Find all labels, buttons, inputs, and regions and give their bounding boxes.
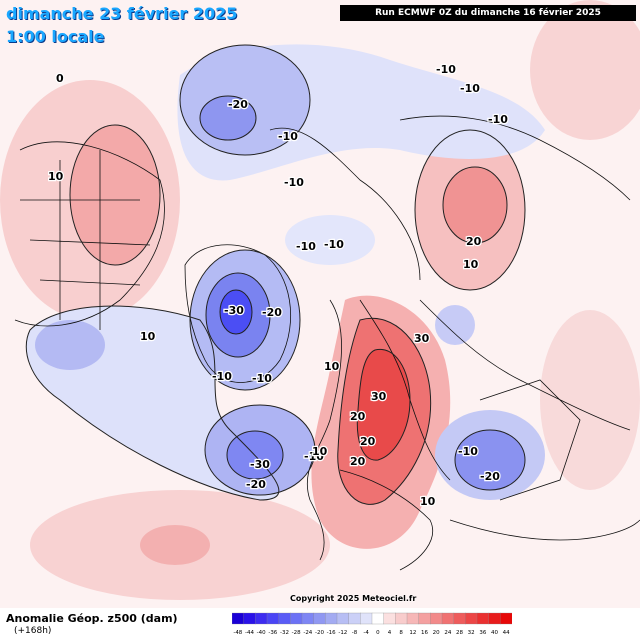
legend-tick-label: -36	[268, 630, 277, 636]
contour-label: -10	[436, 63, 456, 76]
contour-label: -10	[278, 130, 298, 143]
contour-label: -10	[284, 176, 304, 189]
contour-label: 20	[350, 455, 366, 468]
legend-swatch	[348, 612, 361, 625]
legend-tick-label: 16	[421, 630, 428, 636]
variable-label: Anomalie Géop. z500 (dam)	[6, 612, 178, 625]
color-scale-legend: -48 -44 -40 -36 -32 -28 -24 -20 -16 -12 -8 -4 0 4 8 12 1…	[232, 612, 512, 636]
contour-label: -10	[296, 240, 316, 253]
legend-tick-label: 0	[376, 630, 380, 636]
forecast-date-title: dimanche 23 février 2025	[6, 4, 238, 23]
legend-swatch	[255, 612, 268, 625]
contour-label: -10	[252, 372, 272, 385]
legend-tick-label: 8	[399, 630, 403, 636]
legend-swatch	[301, 612, 315, 625]
legend-swatch	[336, 612, 350, 625]
legend-tick-label: -28	[292, 630, 301, 636]
contour-label: 30	[414, 332, 430, 345]
legend-swatch	[313, 612, 326, 625]
contour-label: -30	[250, 458, 270, 471]
contour-label: -10	[304, 450, 324, 463]
contour-label: 10	[324, 360, 340, 373]
legend-swatch	[371, 612, 385, 625]
legend-tick-label: -32	[280, 630, 289, 636]
legend-swatch	[243, 612, 256, 625]
model-run-label: Run ECMWF 0Z du dimanche 16 février 2025	[340, 5, 636, 21]
legend-swatch	[406, 612, 420, 625]
legend-tick-label: -12	[338, 630, 347, 636]
legend-swatch	[383, 612, 396, 625]
contour-label: -10	[488, 113, 508, 126]
copyright-label: Copyright 2025 Meteociel.fr	[290, 594, 417, 603]
contour-label: 20	[360, 435, 376, 448]
contour-label: -20	[480, 470, 500, 483]
legend-swatch	[488, 612, 501, 625]
legend-swatch	[418, 612, 431, 625]
legend-swatch	[500, 612, 512, 625]
legend-tick-label: -20	[315, 630, 324, 636]
legend-tick-label: -8	[352, 630, 358, 636]
legend-tick-label: 20	[433, 630, 440, 636]
contour-label: -10	[212, 370, 232, 383]
contour-label: -10	[458, 445, 478, 458]
legend-tick-label: -48	[233, 630, 242, 636]
legend-swatch	[465, 612, 478, 625]
contour-label: 30	[371, 390, 387, 403]
legend-swatch	[360, 612, 373, 625]
legend-tick-label: 44	[503, 630, 510, 636]
legend-swatch	[278, 612, 291, 625]
contour-label: 20	[466, 235, 482, 248]
legend-swatch	[441, 612, 455, 625]
contour-label: 10	[48, 170, 64, 183]
contour-label: 10	[463, 258, 479, 271]
contour-label: 10	[140, 330, 156, 343]
legend-swatch	[430, 612, 443, 625]
legend-tick-label: -40	[257, 630, 266, 636]
legend-tick-label: -24	[303, 630, 312, 636]
legend-swatch	[476, 612, 490, 625]
legend-tick-label: 36	[479, 630, 486, 636]
anomaly-map: 0 -20 -10 -10 -10 -10 10 -10 -10 10 -10 …	[0, 0, 640, 608]
contour-label: -10	[324, 238, 344, 251]
legend-swatch	[395, 612, 408, 625]
lead-time-label: (+168h)	[14, 626, 52, 636]
legend-tick-label: 28	[456, 630, 463, 636]
contour-label: 10	[312, 445, 328, 458]
legend-tick-label: -44	[245, 630, 254, 636]
legend-swatch	[453, 612, 466, 625]
contour-label: 10	[420, 495, 436, 508]
legend-swatch	[290, 612, 303, 625]
legend-swatch	[325, 612, 338, 625]
contour-label: -30	[224, 304, 244, 317]
contour-label: 0	[56, 72, 64, 85]
contour-label: -20	[246, 478, 266, 491]
legend-swatch	[266, 612, 280, 625]
contour-labels: 0 -20 -10 -10 -10 -10 10 -10 -10 10 -10 …	[47, 62, 510, 510]
legend-tick-label: 32	[468, 630, 475, 636]
legend-tick-label: 4	[388, 630, 392, 636]
contour-label: -10	[460, 82, 480, 95]
forecast-time-title: 1:00 locale	[6, 27, 105, 46]
legend-tick-label: 40	[491, 630, 498, 636]
contour-label: -20	[228, 98, 248, 111]
contour-label: -20	[262, 306, 282, 319]
legend-tick-label: 12	[409, 630, 416, 636]
contour-label: 20	[350, 410, 366, 423]
legend-tick-label: -16	[327, 630, 336, 636]
legend-tick-label: -4	[363, 630, 369, 636]
legend-tick-label: 24	[444, 630, 451, 636]
legend-swatch	[232, 612, 245, 625]
